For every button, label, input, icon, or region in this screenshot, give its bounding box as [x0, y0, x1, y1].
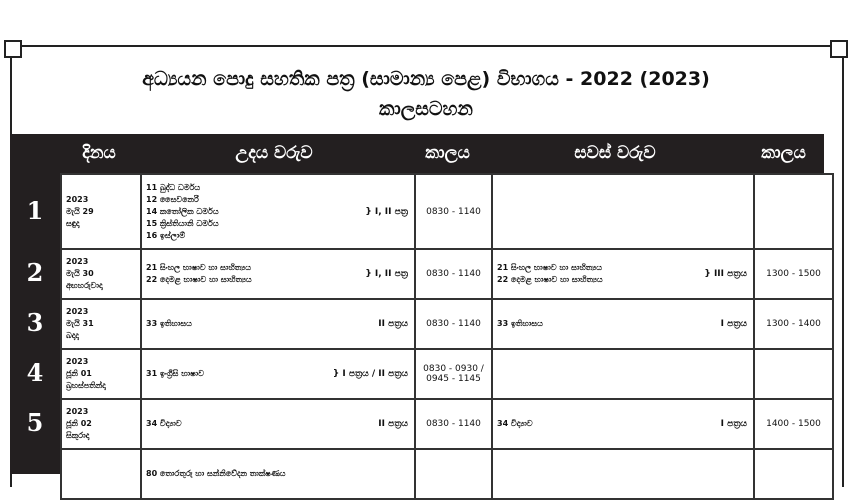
afternoon-subjects-cell	[491, 348, 755, 400]
date-line: 2023	[66, 307, 89, 316]
afternoon-subjects-cell	[491, 173, 755, 250]
afternoon-subjects-cell: 21 සිංහල භාෂාව හා සාහිත්‍යය 22 දෙමළ භාෂාව…	[491, 248, 755, 300]
date-line: මැයි 30	[66, 269, 94, 278]
morning-time-cell: 0830 - 1140	[414, 173, 493, 250]
morning-time-cell: 0830 - 1140	[414, 398, 493, 450]
table-row: 2023 මැයි 30 අඟහරුවාදා 21 සිංහල භාෂාව හා සා…	[60, 248, 834, 300]
morning-subjects-cell: 34 විද්‍යාව II පත්‍රය	[140, 398, 416, 450]
timetable: 2023 මැයි 29 සඳුදා 11 බුද්ධ ධර්මය 12 සෛවනෙරි…	[60, 173, 834, 500]
frame-corner-ornament-right	[830, 40, 848, 58]
morning-time-cell: 0830 - 0930 / 0945 - 1145	[414, 348, 493, 400]
date-cell	[60, 448, 142, 500]
subject-line: 15 ක්‍රිස්තියානි ධර්මය	[146, 218, 219, 228]
date-line: ජූනි 02	[66, 419, 92, 428]
subject-line: 34 විද්‍යාව	[146, 419, 182, 428]
subject-line: 21 සිංහල භාෂාව හා සාහිත්‍යය	[497, 263, 603, 272]
subject-line: 11 බුද්ධ ධර්මය	[146, 182, 201, 192]
paper-label: } I, II පත්‍ර	[365, 269, 408, 279]
afternoon-subjects-cell	[491, 448, 755, 500]
row-number: 2	[26, 258, 44, 287]
date-line: මැයි 29	[66, 206, 94, 216]
date-cell: 2023 ජූනි 01 බ්‍රහස්පතින්දා	[60, 348, 142, 400]
date-line: අඟහරුවාදා	[66, 281, 103, 290]
date-line: සිකුරාදා	[66, 431, 90, 440]
afternoon-time-cell: 1300 - 1400	[753, 298, 834, 350]
afternoon-subjects-cell: 33 ඉතිහාසය I පත්‍රය	[491, 298, 755, 350]
afternoon-time-cell	[753, 348, 834, 400]
paper-label: } I, II පත්‍ර	[365, 206, 408, 217]
table-row: 2023 මැයි 29 සඳුදා 11 බුද්ධ ධර්මය 12 සෛවනෙරි…	[60, 173, 834, 250]
date-line: 2023	[66, 194, 89, 204]
header-afternoon-time: කාලය	[761, 143, 806, 163]
row-number: 3	[26, 308, 44, 337]
subject-line: 21 සිංහල භාෂාව හා සාහිත්‍යය	[146, 263, 252, 272]
morning-time-cell: 0830 - 1140	[414, 248, 493, 300]
afternoon-time-cell	[753, 173, 834, 250]
afternoon-time-cell	[753, 448, 834, 500]
paper-label: } I පත්‍රය / II පත්‍රය	[332, 369, 408, 379]
paper-label: II පත්‍රය	[378, 419, 408, 429]
date-line: 2023	[66, 407, 89, 416]
date-cell: 2023 මැයි 30 අඟහරුවාදා	[60, 248, 142, 300]
morning-subjects-cell: 80 තොරතුරු හා සන්නිවේදන තාක්ෂණය	[140, 448, 416, 500]
header-morning: උදය වරුව	[235, 143, 313, 163]
subject-line: 22 දෙමළ භාෂාව හා සාහිත්‍යය	[146, 275, 252, 284]
morning-subjects-cell: 33 ඉතිහාසය II පත්‍රය	[140, 298, 416, 350]
date-cell: 2023 මැයි 29 සඳුදා	[60, 173, 142, 250]
date-cell: 2023 ජූනි 02 සිකුරාදා	[60, 398, 142, 450]
header-date: දිනය	[82, 143, 116, 163]
table-row: 2023 ජූනි 02 සිකුරාදා 34 විද්‍යාව II පත්‍රය 0…	[60, 398, 834, 450]
subject-line: 12 සෛවනෙරි	[146, 194, 199, 204]
subject-line: 22 දෙමළ භාෂාව හා සාහිත්‍යය	[497, 275, 603, 284]
document-subtitle: කාලසටහන	[379, 98, 473, 120]
date-line: 2023	[66, 357, 89, 366]
morning-time-cell	[414, 448, 493, 500]
date-line: මැයි 31	[66, 319, 94, 328]
table-row: 80 තොරතුරු හා සන්නිවේදන තාක්ෂණය	[60, 448, 834, 500]
morning-subjects-cell: 31 ඉංග්‍රීසි භාෂාව } I පත්‍රය / II පත්‍රය	[140, 348, 416, 400]
afternoon-subjects-cell: 34 විද්‍යාව I පත්‍රය	[491, 398, 755, 450]
paper-label: I පත්‍රය	[720, 319, 747, 329]
afternoon-time-cell: 1300 - 1500	[753, 248, 834, 300]
table-row: 2023 මැයි 31 බදාදා 33 ඉතිහාසය II පත්‍රය 0830 …	[60, 298, 834, 350]
paper-label: II පත්‍රය	[378, 319, 408, 329]
document-title: අධ්‍යයන පොදු සහතික පත්‍ර (සාමාන්‍ය පෙළ) …	[142, 68, 710, 90]
morning-subjects-cell: 21 සිංහල භාෂාව හා සාහිත්‍යය 22 දෙමළ භාෂාව…	[140, 248, 416, 300]
row-number: 1	[26, 195, 44, 225]
date-line: බදාදා	[66, 331, 79, 340]
morning-subjects-cell: 11 බුද්ධ ධර්මය 12 සෛවනෙරි 14 කතෝලික ධර්මය 1…	[140, 173, 416, 250]
subject-line: 16 ඉස්ලාම්	[146, 230, 186, 240]
date-cell: 2023 මැයි 31 බදාදා	[60, 298, 142, 350]
subject-line: 31 ඉංග්‍රීසි භාෂාව	[146, 369, 204, 378]
row-number: 4	[26, 358, 44, 387]
date-line: ජූනි 01	[66, 369, 92, 378]
morning-time-cell: 0830 - 1140	[414, 298, 493, 350]
subject-line: 80 තොරතුරු හා සන්නිවේදන තාක්ෂණය	[146, 469, 286, 478]
subject-line: 33 ඉතිහාසය	[146, 319, 192, 328]
date-line: සඳුදා	[66, 218, 80, 228]
subject-line: 34 විද්‍යාව	[497, 419, 533, 428]
row-number: 5	[26, 408, 44, 437]
subject-line: 14 කතෝලික ධර්මය	[146, 206, 219, 216]
paper-label: } III පත්‍රය	[704, 269, 747, 279]
table-row: 2023 ජූනි 01 බ්‍රහස්පතින්දා 31 ඉංග්‍රීසි භා…	[60, 348, 834, 400]
date-line: බ්‍රහස්පතින්දා	[66, 381, 106, 390]
header-afternoon: සවස් වරුව	[574, 143, 656, 163]
header-morning-time: කාලය	[425, 143, 470, 163]
afternoon-time-cell: 1400 - 1500	[753, 398, 834, 450]
date-line: 2023	[66, 257, 89, 266]
paper-label: I පත්‍රය	[720, 419, 747, 429]
subject-line: 33 ඉතිහාසය	[497, 319, 543, 328]
frame-corner-ornament-left	[4, 40, 22, 58]
